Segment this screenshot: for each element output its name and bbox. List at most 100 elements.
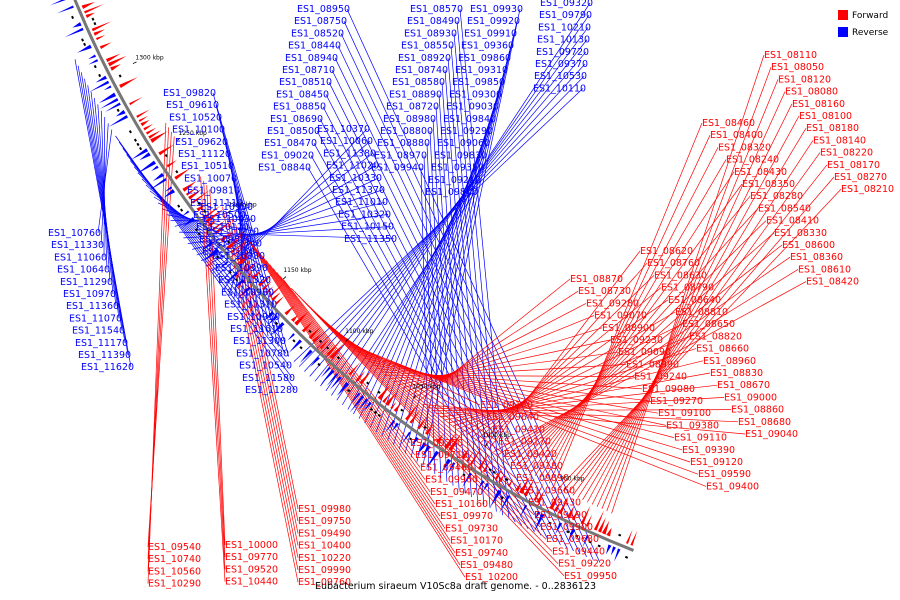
gene-label-forward: ES1_08320	[718, 142, 771, 153]
gene-label-forward: ES1_09590	[698, 469, 751, 480]
forward-connector	[336, 332, 493, 430]
gene-label-reverse: ES1_08440	[288, 41, 341, 52]
reverse-connector	[192, 201, 386, 250]
gene-label-reverse: ES1_10130	[537, 35, 590, 46]
reverse-connector	[214, 140, 371, 278]
gene-label-forward: ES1_10200	[465, 572, 518, 583]
forward-connector	[238, 227, 299, 522]
gene-label-forward: ES1_09070	[594, 311, 647, 322]
legend: Forward Reverse	[838, 10, 889, 38]
forward-connector	[340, 336, 487, 418]
reverse-connector	[183, 226, 392, 239]
forward-gene-glyph	[99, 42, 112, 49]
gene-label-reverse: ES1_10540	[239, 361, 292, 372]
forward-connector	[596, 91, 786, 507]
legend-forward-label: Forward	[852, 11, 888, 21]
gene-label-forward: ES1_09410	[492, 424, 545, 435]
reverse-connector	[342, 179, 479, 406]
forward-gene-glyph	[405, 403, 419, 421]
gene-label-reverse: ES1_09350	[431, 163, 484, 174]
pseudo-gene-mark	[91, 17, 95, 21]
gene-label-reverse: ES1_09840	[443, 114, 496, 125]
forward-gene-glyph	[148, 130, 162, 139]
gene-label-forward: ES1_09140	[480, 400, 533, 411]
gene-label-reverse: ES1_09820	[163, 88, 216, 99]
forward-connector	[506, 244, 783, 461]
pseudo-gene-mark	[462, 473, 466, 477]
forward-connector	[475, 287, 662, 441]
forward-gene-glyph	[329, 342, 346, 360]
forward-gene-glyph	[301, 320, 314, 333]
pseudo-gene-mark	[274, 321, 279, 326]
gene-label-reverse: ES1_09620	[175, 137, 228, 148]
reverse-gene-glyph	[183, 217, 196, 227]
gene-label-reverse: ES1_08850	[273, 102, 326, 113]
forward-gene-glyph	[91, 21, 112, 32]
axis-tick-label: 1100 kbp	[345, 328, 373, 335]
gene-label-reverse: ES1_10500	[193, 210, 246, 221]
reverse-gene-glyph	[163, 189, 176, 198]
forward-gene-glyph	[245, 261, 258, 273]
gene-label-reverse: ES1_08450	[276, 89, 329, 100]
reverse-connector	[343, 21, 594, 560]
forward-connector	[222, 206, 299, 583]
forward-gene-glyph	[390, 401, 397, 410]
forward-gene-glyph	[268, 282, 285, 298]
gene-label-reverse: ES1_08920	[398, 53, 451, 64]
forward-gene-glyph	[140, 119, 150, 127]
reverse-gene-glyph	[237, 286, 251, 300]
reverse-gene-glyph	[533, 513, 545, 532]
forward-gene-glyph	[444, 432, 456, 449]
forward-gene-glyph	[409, 408, 421, 424]
forward-connector	[305, 303, 541, 528]
forward-connector	[309, 306, 535, 516]
gene-label-forward: ES1_09490	[298, 528, 351, 539]
forward-gene-glyph	[191, 189, 211, 204]
reverse-gene-glyph	[202, 247, 220, 262]
gene-label-forward: ES1_09250	[410, 438, 463, 449]
reverse-gene-glyph	[320, 369, 335, 385]
reverse-gene-glyph	[270, 321, 285, 337]
gene-label-reverse: ES1_09850	[452, 77, 505, 88]
forward-gene-glyph	[219, 232, 232, 243]
reverse-gene-glyph	[519, 504, 528, 518]
axis-tick-label: 1250 kbp	[179, 130, 207, 137]
gene-label-reverse: ES1_11010	[335, 197, 388, 208]
gene-label-reverse: ES1_08740	[395, 65, 448, 76]
forward-gene-glyph	[507, 478, 513, 487]
gene-label-forward: ES1_09170	[498, 437, 551, 448]
gene-label-forward: ES1_09420	[504, 449, 557, 460]
forward-connector	[516, 220, 767, 466]
axis-tick-mark	[413, 394, 417, 399]
forward-gene-glyph	[477, 453, 489, 470]
forward-connector	[591, 103, 793, 505]
gene-label-reverse: ES1_11360	[66, 301, 119, 312]
reverse-gene-glyph	[103, 85, 112, 91]
gene-label-reverse: ES1_09800	[425, 187, 478, 198]
reverse-gene-glyph	[265, 311, 275, 320]
gene-label-forward: ES1_10560	[148, 566, 201, 577]
forward-gene-glyph	[105, 53, 121, 63]
gene-label-reverse: ES1_10990	[200, 202, 253, 213]
gene-label-reverse: ES1_10430	[203, 214, 256, 225]
gene-label-reverse: ES1_10760	[48, 228, 101, 239]
reverse-gene-glyph	[320, 366, 331, 378]
forward-connector	[280, 276, 416, 456]
gene-label-forward: ES1_08430	[734, 167, 787, 178]
pseudo-gene-mark	[215, 255, 220, 259]
gene-label-forward: ES1_08140	[813, 135, 866, 146]
gene-label-forward: ES1_08660	[696, 344, 749, 355]
gene-label-reverse: ES1_11540	[72, 326, 125, 337]
forward-gene-glyph	[515, 481, 522, 492]
gene-label-reverse: ES1_09830	[434, 150, 487, 161]
gene-label-reverse: ES1_10520	[169, 112, 222, 123]
gene-label-reverse: ES1_10100	[172, 125, 225, 136]
reverse-gene-glyph	[336, 382, 350, 396]
reverse-gene-glyph	[218, 260, 229, 270]
forward-connector	[563, 176, 835, 491]
forward-gene-glyph	[355, 370, 366, 382]
forward-gene-glyph	[129, 97, 143, 106]
pseudo-gene-mark	[377, 413, 381, 418]
forward-connector	[539, 159, 727, 479]
